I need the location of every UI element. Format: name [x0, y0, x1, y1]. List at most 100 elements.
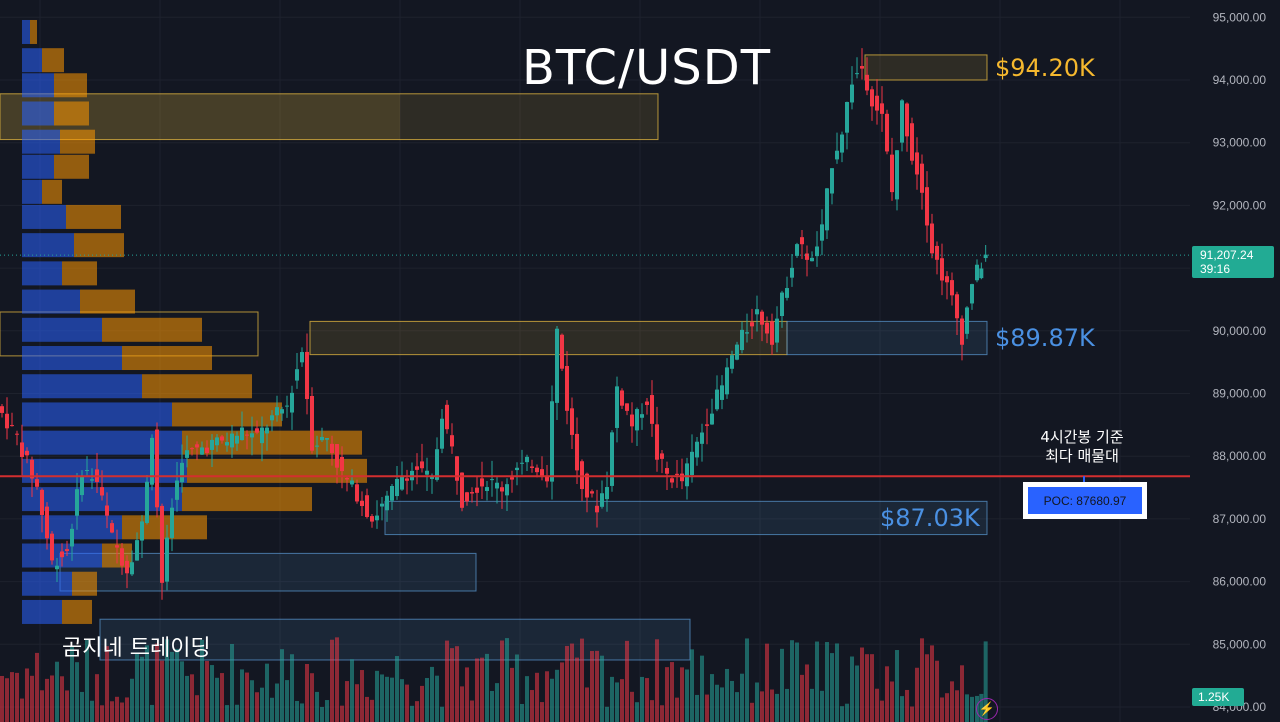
volume-profile-up	[22, 402, 172, 427]
volume-bar	[345, 681, 349, 722]
candle-body	[765, 322, 769, 334]
volume-profile-up	[22, 48, 42, 73]
candle-body	[560, 334, 564, 369]
volume-bar	[105, 646, 109, 722]
candle-body	[520, 462, 524, 464]
volume-profile-up	[22, 179, 42, 204]
candle-body	[0, 406, 4, 413]
candle-body	[435, 449, 439, 480]
volume-profile-up	[22, 458, 187, 483]
current-price-tag: 91,207.24 39:16	[1192, 246, 1274, 278]
volume-bar	[500, 640, 504, 722]
volume-bar	[270, 697, 274, 722]
volume-bar	[140, 656, 144, 722]
candle-body	[510, 477, 514, 480]
volume-bar	[670, 662, 674, 722]
candle-body	[440, 418, 444, 449]
candle-body	[895, 150, 899, 200]
volume-bar	[625, 640, 629, 722]
candle-body	[130, 562, 134, 575]
candle-body	[220, 436, 224, 441]
candle-body	[505, 484, 509, 496]
candle-body	[905, 103, 909, 137]
volume-bar	[370, 699, 374, 722]
candle-body	[930, 223, 934, 254]
volume-bar	[405, 684, 409, 722]
candle-body	[695, 441, 699, 458]
volume-bar	[305, 664, 309, 722]
candle-body	[315, 445, 319, 447]
candle-body	[800, 237, 804, 245]
volume-bar	[465, 667, 469, 722]
zone-support-high	[786, 320, 988, 356]
candle-body	[360, 500, 364, 506]
volume-bar	[460, 686, 464, 722]
candle-body	[975, 264, 979, 281]
candle-body	[795, 244, 799, 256]
candle-body	[920, 163, 924, 193]
volume-bar	[415, 701, 419, 722]
volume-bar	[915, 667, 919, 722]
volume-bar	[420, 685, 424, 722]
volume-bar	[110, 701, 114, 722]
volume-bar	[620, 679, 624, 722]
volume-bar	[960, 665, 964, 722]
candle-body	[25, 450, 29, 456]
volume-bar	[400, 679, 404, 722]
volume-bar	[10, 672, 14, 722]
watermark: 곰지네 트레이딩	[62, 636, 211, 661]
candle-body	[30, 459, 34, 479]
candle-body	[375, 515, 379, 521]
volume-bar	[860, 647, 864, 722]
volume-bar	[365, 696, 369, 722]
volume-bar	[215, 677, 219, 722]
candle-body	[260, 427, 264, 444]
volume-bar	[630, 691, 634, 722]
poc-note: 4시간봉 기준 최다 매물대	[1016, 428, 1148, 466]
candle-body	[945, 276, 949, 283]
volume-bar	[650, 700, 654, 722]
candle-body	[465, 492, 469, 502]
volume-bar	[570, 643, 574, 722]
candle-body	[675, 473, 679, 475]
current-price: 91,207.24	[1200, 248, 1254, 262]
candle-body	[515, 467, 519, 471]
candle-body	[885, 113, 889, 152]
candle-body	[625, 403, 629, 411]
candle-body	[350, 480, 354, 485]
candle-body	[125, 560, 129, 574]
candle-body	[545, 476, 549, 482]
volume-bar	[325, 700, 329, 722]
y-axis-tick-label: 87,000.00	[1213, 512, 1267, 526]
lightning-icon[interactable]: ⚡	[976, 698, 998, 720]
resistance-label: $94.20K	[995, 54, 1095, 82]
candle-body	[870, 89, 874, 107]
candle-body	[75, 489, 79, 516]
volume-bar	[800, 674, 804, 722]
y-axis-tick-label: 92,000.00	[1213, 198, 1267, 212]
volume-bar	[230, 643, 234, 722]
volume-bar	[375, 670, 379, 722]
volume-bar	[655, 639, 659, 722]
candle-body	[955, 294, 959, 319]
zone-upper-volume-zone	[0, 93, 659, 141]
candle-body	[979, 268, 984, 279]
volume-bar	[145, 645, 149, 722]
volume-bar	[395, 656, 399, 722]
volume-bar	[885, 666, 889, 722]
candle-body	[300, 352, 304, 363]
volume-bar	[525, 676, 529, 722]
volume-bar	[245, 672, 249, 722]
volume-bar	[775, 693, 779, 722]
volume-bar	[505, 638, 509, 722]
candle-body	[880, 103, 884, 114]
volume-profile-up	[22, 73, 54, 98]
volume-profile-down	[182, 487, 312, 512]
volume-bar	[120, 702, 124, 722]
volume-profile-down	[42, 48, 64, 73]
candle-body	[915, 152, 919, 175]
volume-bar	[430, 666, 434, 722]
volume-bar	[740, 673, 744, 722]
y-axis-tick-label: 95,000.00	[1213, 10, 1267, 24]
candle-body	[460, 472, 464, 508]
